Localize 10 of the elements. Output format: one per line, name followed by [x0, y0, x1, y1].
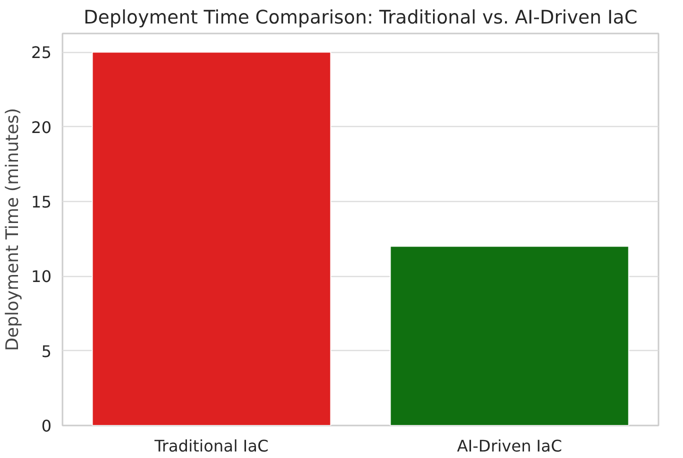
y-tick-label: 20 — [31, 118, 52, 137]
y-axis-title: Deployment Time (minutes) — [3, 108, 24, 352]
y-tick-label: 0 — [41, 416, 52, 436]
y-tick-label: 15 — [31, 192, 52, 212]
y-tick-label: 25 — [31, 43, 52, 62]
y-tick-label: 5 — [41, 342, 52, 361]
y-tick-label: 10 — [31, 267, 52, 286]
chart-title: Deployment Time Comparison: Traditional vs. AI-Driven IaC — [84, 8, 638, 28]
x-tick-label: AI-Driven IaC — [456, 436, 562, 456]
x-tick-label: Traditional IaC — [153, 436, 269, 456]
